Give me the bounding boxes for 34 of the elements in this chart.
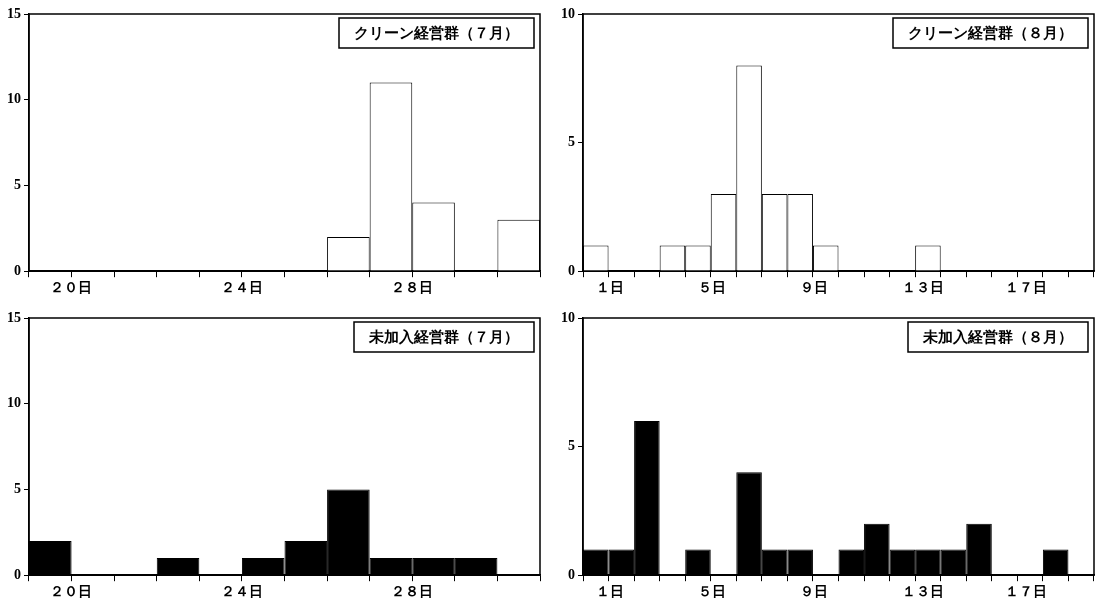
x-tick-label: ２４日 [220,584,263,600]
x-tick-label: ５日 [697,584,726,600]
x-tick-label: ９日 [800,584,829,600]
y-tick-label: 10 [561,5,575,21]
x-tick-label: １日 [595,280,624,296]
y-tick-label: 15 [7,5,21,21]
x-tick-label: ２４日 [220,280,263,296]
x-tick-label: ５日 [697,280,726,296]
x-tick-label: ２０日 [50,584,93,600]
x-tick-label: １日 [595,584,624,600]
y-tick-label: 10 [7,395,21,411]
y-tick-label: 5 [14,177,21,193]
text: クリーン経営群（８月） [908,24,1073,41]
y-tick-label: 10 [561,309,575,325]
y-tick-label: 0 [568,566,575,582]
x-tick-label: １７日 [1004,584,1047,600]
y-tick-label: 0 [14,566,21,582]
text: 未加入経営群（７月） [368,328,519,345]
text: クリーン経営群（７月） [354,24,519,41]
y-tick-label: 10 [7,91,21,107]
y-tick-label: 15 [7,309,21,325]
text: 未加入経営群（８月） [922,328,1073,345]
x-tick-label: １３日 [902,280,945,296]
x-tick-label: ２８日 [390,280,433,296]
x-tick-label: ２０日 [50,280,93,296]
y-tick-label: 0 [568,262,575,278]
y-tick-label: 5 [568,134,575,150]
y-tick-label: 5 [568,438,575,454]
x-tick-label: １３日 [902,584,945,600]
x-tick-label: ２８日 [390,584,433,600]
y-tick-label: 0 [14,262,21,278]
x-tick-label: １７日 [1004,280,1047,296]
x-tick-label: ９日 [800,280,829,296]
y-tick-label: 5 [14,481,21,497]
